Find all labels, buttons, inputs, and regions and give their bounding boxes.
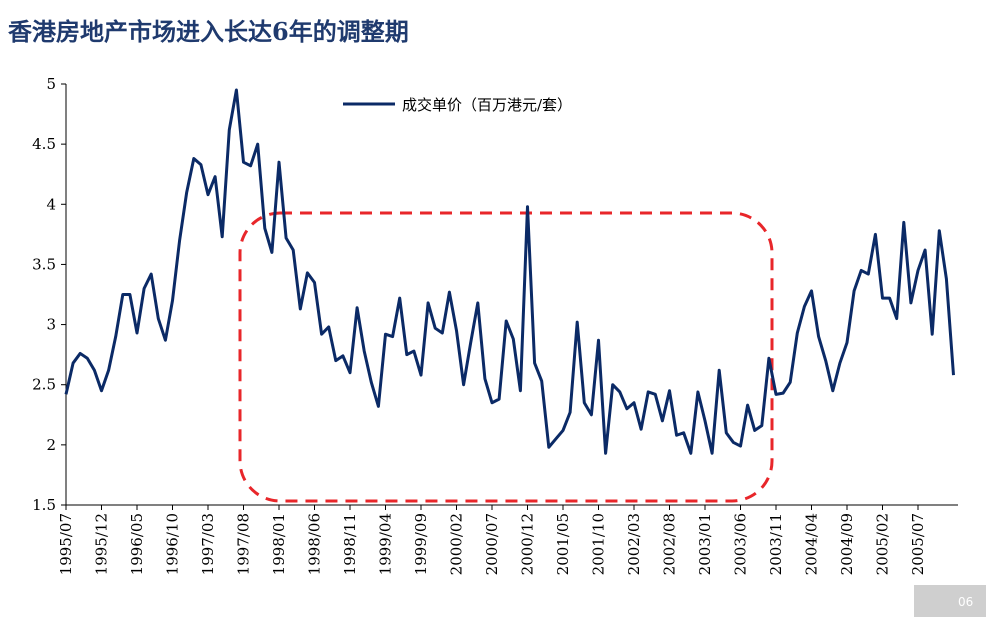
y-tick-label: 5	[46, 75, 56, 93]
y-tick-label: 3	[46, 316, 56, 334]
highlight-box	[238, 211, 774, 503]
line-series	[64, 88, 955, 455]
page-badge	[914, 585, 986, 617]
y-tick-label: 2	[46, 436, 56, 454]
y-tick-label: 1.5	[32, 496, 56, 514]
x-tick-label: 1995/12	[93, 513, 111, 575]
y-tick-label: 2.5	[32, 376, 56, 394]
x-tick-label: 2003/01	[696, 513, 714, 575]
chart-title: 香港房地产市场进入长达6年的调整期	[8, 17, 409, 46]
x-tick-label: 2004/04	[803, 513, 821, 575]
x-tick-label: 2000/07	[483, 513, 501, 575]
y-tick-label: 3.5	[32, 255, 56, 273]
y-tick-label: 4	[46, 195, 56, 213]
x-tick-label: 2001/10	[590, 513, 608, 575]
x-tick-label: 2003/06	[732, 513, 750, 575]
x-tick-label: 2005/02	[874, 513, 892, 575]
x-tick-label: 1997/03	[199, 513, 217, 575]
x-tick-label: 1997/08	[235, 513, 253, 575]
x-tick-label: 2003/11	[767, 513, 785, 575]
x-tick-label: 1996/10	[164, 513, 182, 575]
x-tick-label: 1998/01	[270, 513, 288, 575]
x-tick-label: 1999/09	[412, 513, 430, 575]
y-tick-label: 4.5	[32, 135, 56, 153]
x-tick-label: 1998/06	[306, 513, 324, 575]
x-tick-label: 2002/08	[661, 513, 679, 575]
x-tick-label: 1998/11	[341, 513, 359, 575]
x-tick-label: 2005/07	[909, 513, 927, 575]
x-tick-label: 2004/09	[838, 513, 856, 575]
x-tick-label: 1995/07	[57, 513, 75, 575]
x-tick-label: 1996/05	[128, 513, 146, 575]
page-number: 06	[958, 595, 973, 609]
x-tick-label: 2001/05	[554, 513, 572, 575]
x-tick-label: 2000/02	[448, 513, 466, 575]
x-tick-label: 2000/12	[519, 513, 537, 575]
x-tick-label: 2002/03	[625, 513, 643, 575]
x-tick-label: 1999/04	[377, 513, 395, 575]
legend-label: 成交单价（百万港元/套）	[402, 96, 572, 114]
